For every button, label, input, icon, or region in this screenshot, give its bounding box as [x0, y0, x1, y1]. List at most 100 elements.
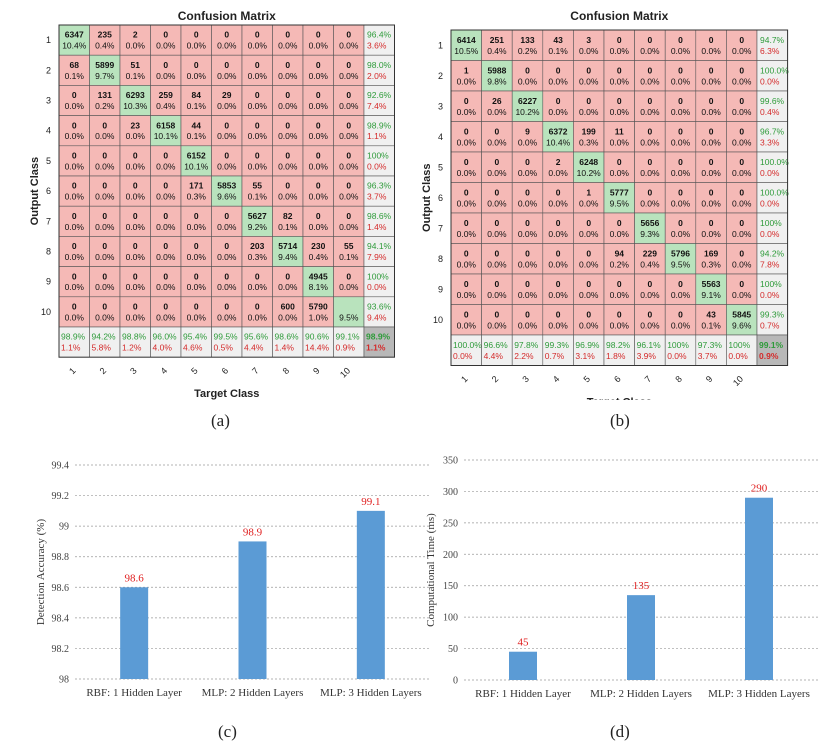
cm-cell: 00.0% — [58, 205, 90, 237]
cm-row-label: 1 — [438, 40, 443, 50]
cm-percent: 0.0% — [518, 198, 538, 208]
cm-count: 0 — [285, 90, 290, 100]
cm-count: 203 — [250, 241, 264, 251]
cm-percent: 0.2% — [610, 259, 630, 269]
cm-col-label: 5 — [189, 366, 200, 377]
cm-percent: 0.0% — [548, 107, 568, 117]
cm-overall-correct: 99.1% — [759, 340, 784, 350]
cm-col-correct: 96.0% — [153, 332, 178, 342]
cm-cell: 00.0% — [272, 175, 304, 207]
cm-col-correct: 96.6% — [484, 340, 509, 350]
cm-cell: 00.0% — [634, 121, 666, 153]
cm-col-label: 6 — [220, 366, 231, 377]
cm-percent: 0.0% — [65, 252, 85, 262]
cm-count: 0 — [72, 150, 77, 160]
cm-col-correct: 97.3% — [698, 340, 723, 350]
cm-cell: 00.0% — [450, 151, 482, 183]
cm-row-summary: 100%0.0% — [756, 273, 788, 305]
cm-percent: 0.0% — [248, 161, 268, 171]
cm-percent: 0.0% — [126, 222, 146, 232]
cm-percent: 0.0% — [217, 282, 237, 292]
cm-row-error: 0.0% — [760, 198, 780, 208]
cm-cell: 00.0% — [150, 205, 182, 237]
cm-col-error: 1.1% — [61, 343, 81, 353]
cm-cell: 00.0% — [511, 60, 544, 92]
cm-percent: 0.0% — [518, 259, 538, 269]
cm-cell: 00.0% — [603, 29, 635, 61]
cm-count: 0 — [102, 181, 107, 191]
cm-cell: 00.0% — [603, 212, 635, 244]
cm-percent: 0.4% — [640, 259, 660, 269]
cm-percent: 0.0% — [65, 192, 85, 202]
cm-count: 0 — [525, 65, 530, 75]
cm-col-correct: 99.1% — [336, 332, 361, 342]
cm-percent: 0.0% — [126, 252, 146, 262]
cm-cell: 00.0% — [89, 266, 121, 298]
cm-count: 171 — [189, 181, 203, 191]
cm-cell: 00.0% — [511, 243, 544, 275]
cm-count: 1 — [586, 187, 591, 197]
category-label: MLP: 2 Hidden Layers — [590, 688, 692, 700]
cm-count: 0 — [255, 120, 260, 130]
cm-col-correct: 98.2% — [606, 340, 631, 350]
cm-col-correct: 95.4% — [183, 332, 208, 342]
cm-cell: 00.0% — [726, 60, 758, 92]
cm-row-label: 2 — [46, 65, 51, 75]
cm-count: 2 — [133, 30, 138, 40]
y-tick-label: 99.2 — [52, 491, 70, 502]
cm-count: 0 — [133, 181, 138, 191]
cm-col-correct: 96.9% — [575, 340, 600, 350]
cm-percent: 0.0% — [610, 290, 630, 300]
cm-count: 0 — [194, 211, 199, 221]
cm-percent: 0.0% — [278, 192, 298, 202]
cm-col-summary: 96.6%4.4% — [481, 334, 513, 366]
cm-percent: 0.0% — [518, 229, 538, 239]
cm-percent: 0.0% — [309, 161, 329, 171]
cm-percent: 0.0% — [278, 71, 298, 81]
cm-percent: 0.0% — [95, 131, 115, 141]
cm-count: 44 — [192, 120, 202, 130]
cm-count: 0 — [224, 241, 229, 251]
cm-percent: 0.0% — [732, 137, 752, 147]
cm-cell: 550.1% — [241, 175, 273, 207]
cm-cell: 00.0% — [272, 24, 304, 56]
cm-cell: 00.0% — [180, 266, 212, 298]
cm-percent: 0.0% — [65, 101, 85, 111]
cm-row-correct: 100% — [367, 271, 389, 281]
cm-row-label: 6 — [46, 186, 51, 196]
cm-cell: 00.0% — [664, 29, 697, 61]
cm-percent: 0.0% — [309, 41, 329, 51]
cm-cell: 00.0% — [302, 175, 334, 207]
cm-count: 229 — [643, 248, 657, 258]
cm-percent: 1.0% — [309, 312, 329, 322]
cm-percent: 0.0% — [156, 252, 176, 262]
cm-percent: 0.0% — [671, 229, 691, 239]
cm-xlabel: Target Class — [194, 388, 259, 400]
cm-col-label: 10 — [338, 366, 352, 380]
cm-percent: 0.0% — [701, 198, 721, 208]
cm-percent: 0.0% — [248, 131, 268, 141]
cm-percent: 0.4% — [487, 46, 507, 56]
cm-count: 0 — [464, 96, 469, 106]
cm-count: 0 — [556, 218, 561, 228]
cm-percent: 0.0% — [278, 131, 298, 141]
cm-overall-correct: 98.9% — [366, 332, 391, 342]
cm-cell: 00.0% — [450, 182, 482, 214]
cm-count: 0 — [617, 96, 622, 106]
cm-percent: 0.3% — [579, 137, 599, 147]
cm-percent: 9.4% — [278, 252, 298, 262]
cm-count: 0 — [709, 35, 714, 45]
cm-percent: 0.2% — [95, 101, 115, 111]
cm-percent: 0.3% — [248, 252, 268, 262]
cm-cell: 00.0% — [89, 145, 121, 177]
cm-count: 0 — [739, 279, 744, 289]
cm-percent: 0.0% — [339, 282, 359, 292]
cm-count: 5853 — [217, 181, 236, 191]
cm-col-label: 8 — [281, 366, 292, 377]
cm-cell: 00.0% — [302, 205, 334, 237]
cm-count: 0 — [464, 309, 469, 319]
cm-percent: 0.2% — [518, 46, 538, 56]
